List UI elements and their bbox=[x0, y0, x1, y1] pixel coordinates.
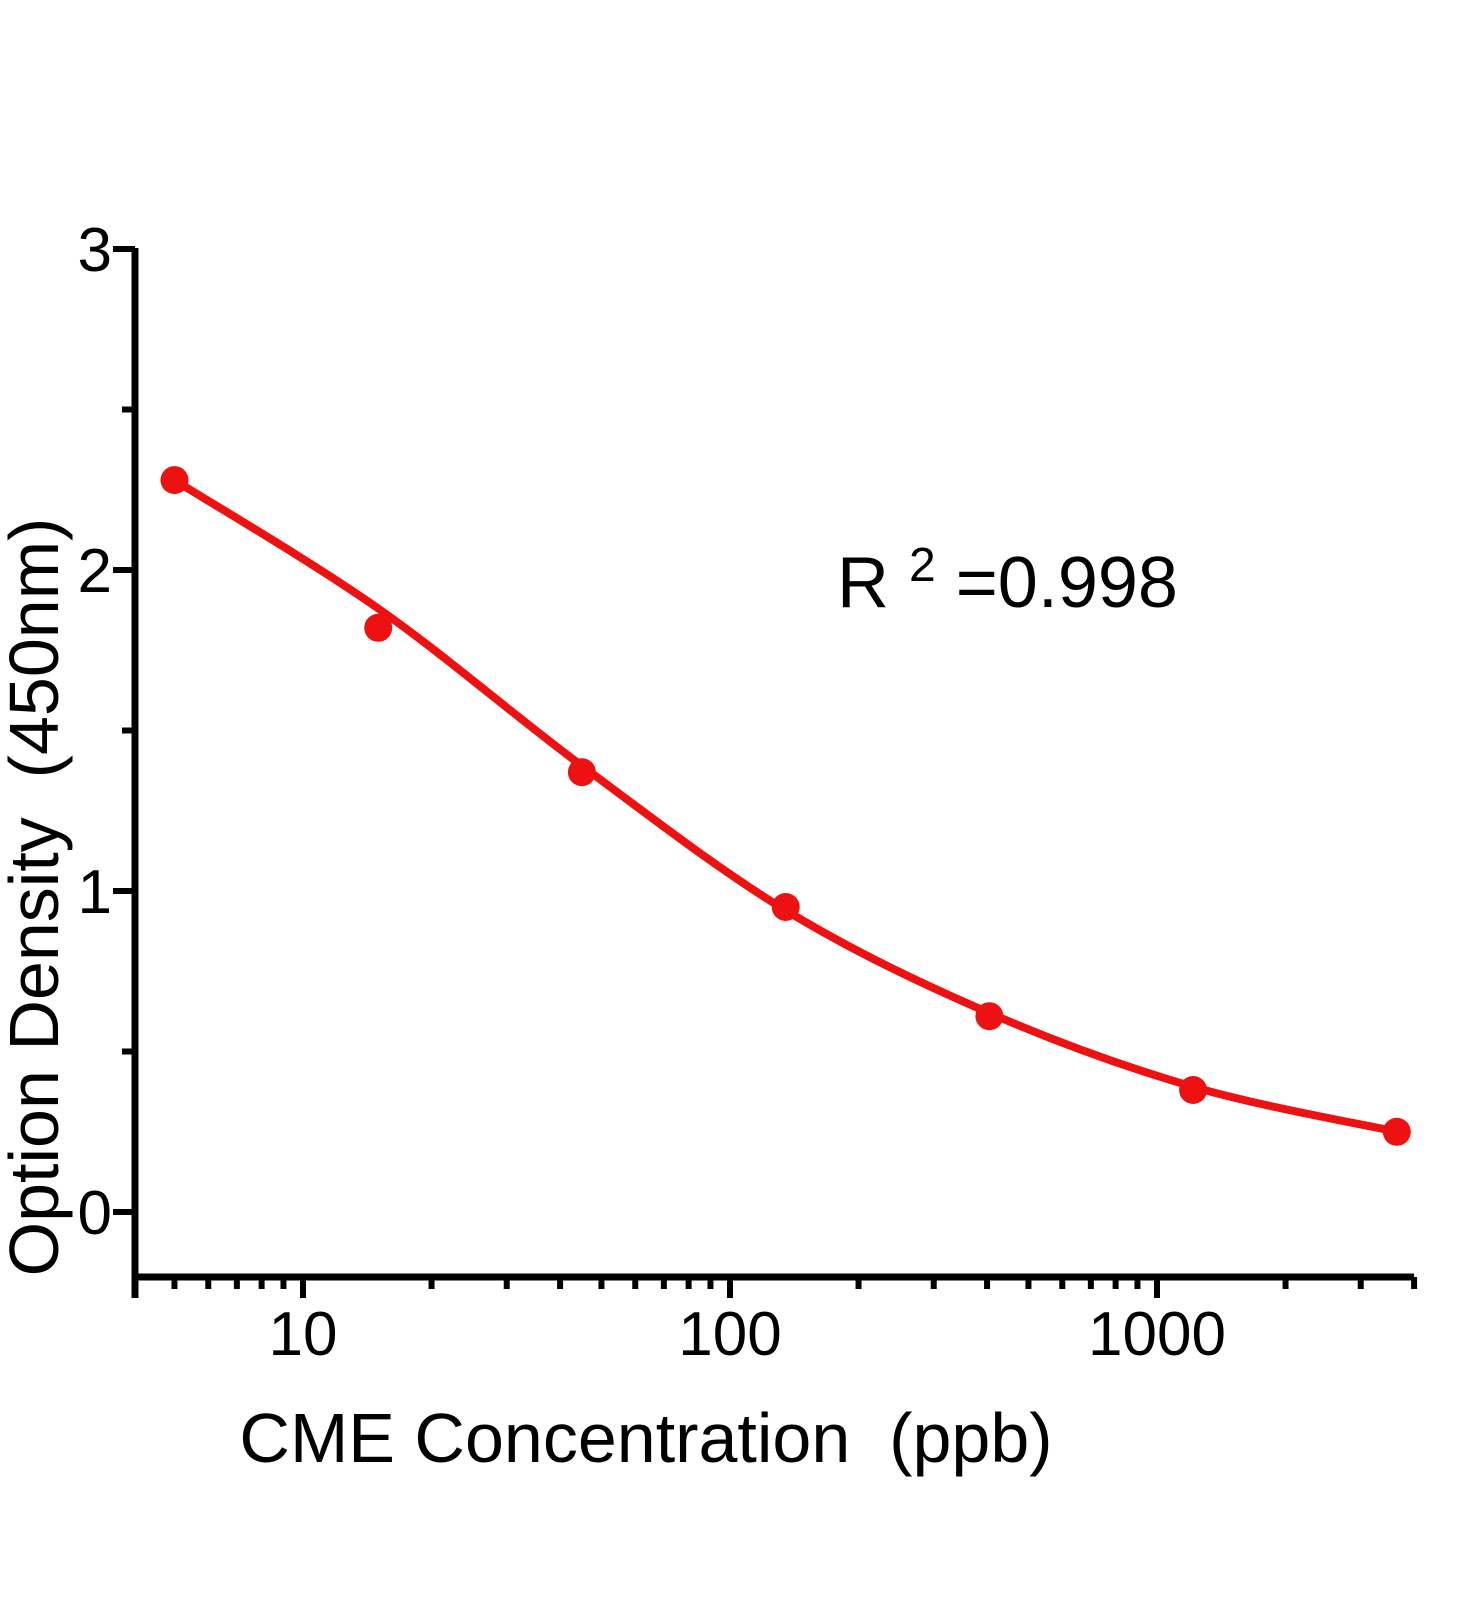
r-squared-superscript: 2 bbox=[909, 539, 936, 592]
data-point bbox=[364, 613, 393, 642]
y-tick-label: 3 bbox=[78, 216, 112, 285]
r-squared-value: =0.998 bbox=[956, 543, 1178, 623]
y-tick-label: 0 bbox=[78, 1179, 112, 1248]
axis-ticks bbox=[113, 246, 1418, 1298]
x-tick-label: 100 bbox=[678, 1300, 781, 1369]
fit-curve bbox=[170, 476, 1401, 1136]
data-point bbox=[1179, 1076, 1208, 1104]
data-point bbox=[160, 466, 189, 495]
x-axis-title: CME Concentration (ppb) bbox=[239, 1399, 1052, 1477]
x-tick-label: 1000 bbox=[1088, 1300, 1226, 1369]
x-tick-label: 10 bbox=[269, 1300, 338, 1369]
series-layer bbox=[160, 466, 1411, 1146]
r-squared-base: R bbox=[837, 543, 889, 623]
data-point bbox=[975, 1002, 1004, 1031]
data-point bbox=[567, 758, 596, 787]
axes bbox=[131, 248, 1415, 1298]
y-tick-label: 1 bbox=[78, 858, 112, 927]
tick-labels: 10 100 1000 0 1 2 3 bbox=[78, 216, 1226, 1369]
y-tick-label: 2 bbox=[78, 537, 112, 606]
data-point bbox=[1382, 1117, 1411, 1146]
r-squared-annotation: R 2 =0.998 bbox=[837, 517, 1178, 623]
data-points bbox=[160, 466, 1411, 1146]
y-axis-title: Option Density (450nm) bbox=[0, 518, 73, 1277]
data-point bbox=[771, 893, 800, 921]
